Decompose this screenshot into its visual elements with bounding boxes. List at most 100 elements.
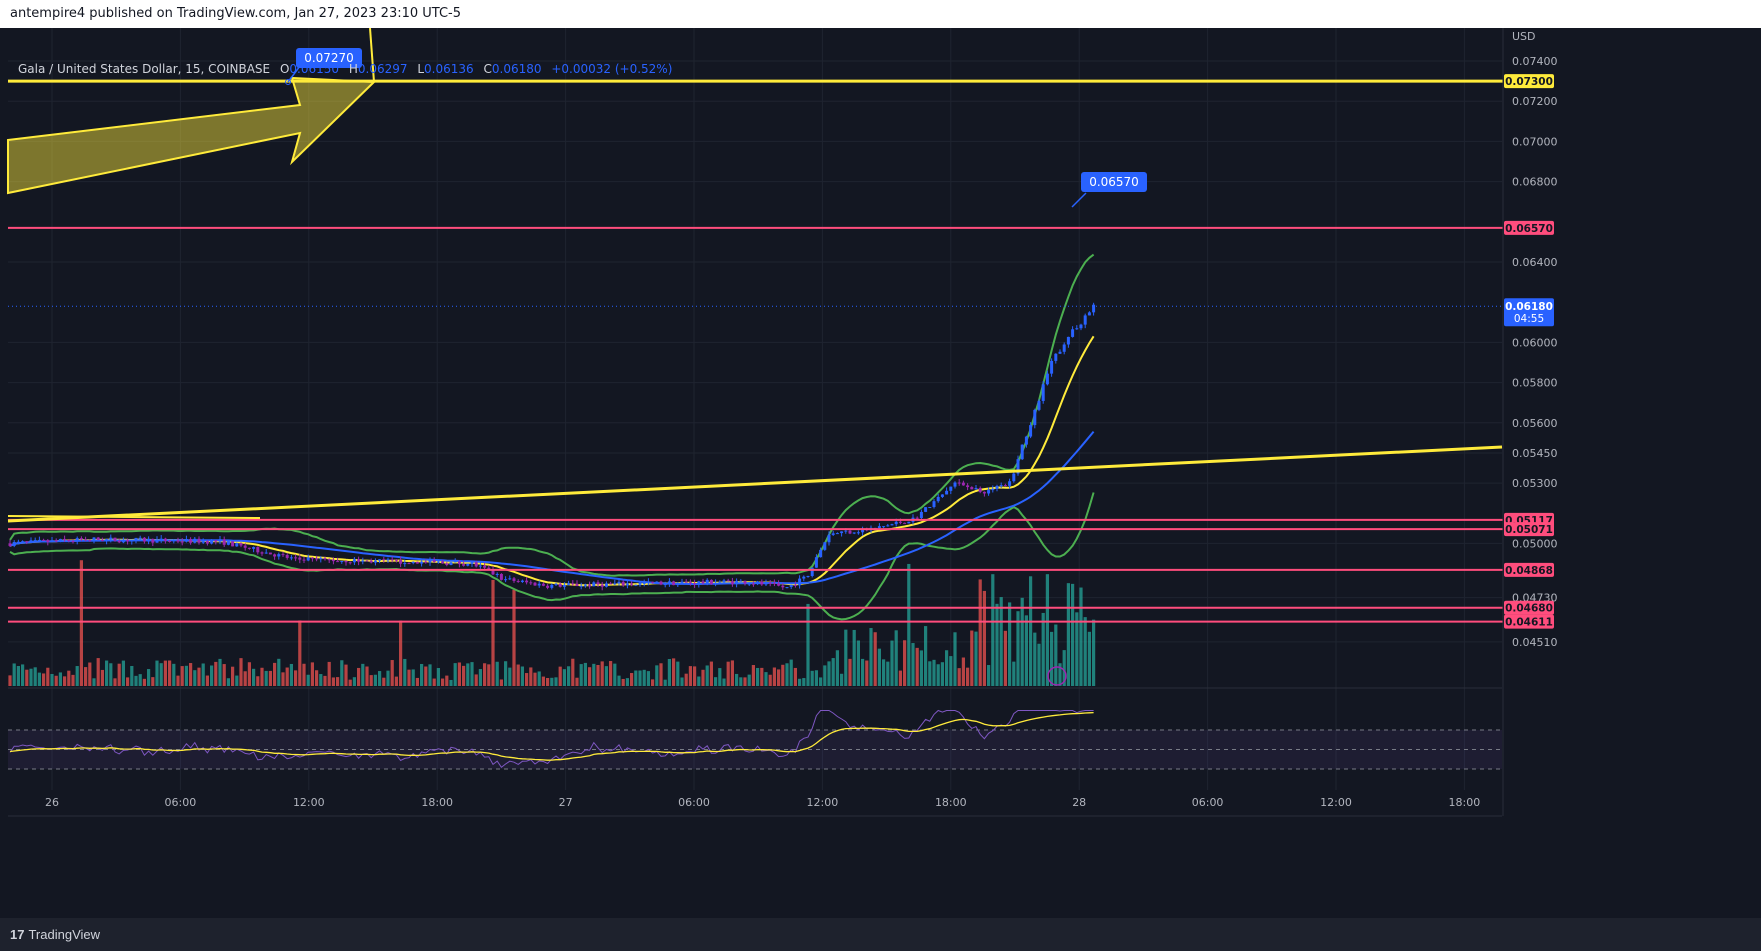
volume-bar [688, 666, 692, 686]
volume-bar [529, 667, 533, 686]
volume-bar [928, 661, 932, 686]
tradingview-brand[interactable]: TradingView [28, 927, 101, 942]
candle-body [945, 490, 949, 495]
volume-bar [424, 666, 428, 686]
volume-bar [588, 667, 592, 686]
candle-body [247, 547, 251, 549]
volume-bar [331, 677, 335, 686]
candle-body [546, 585, 550, 588]
tradingview-logo-icon[interactable]: 17 [10, 927, 25, 942]
candle-body [340, 561, 344, 563]
volume-bar [294, 670, 298, 686]
candle-body [1092, 304, 1096, 313]
y-tick-label: 0.06400 [1512, 256, 1558, 269]
candle-body [428, 560, 432, 563]
volume-bar [344, 664, 348, 686]
y-tick-label: 0.07000 [1512, 135, 1558, 148]
callout-2-leader [1071, 192, 1087, 208]
candle-body [138, 537, 142, 539]
candle-body [663, 584, 667, 586]
volume-bar [252, 668, 256, 686]
candle-body [919, 511, 923, 519]
candle-body [96, 537, 100, 540]
volume-bar [743, 677, 747, 686]
candle-body [693, 583, 697, 585]
candle-body [88, 540, 92, 542]
candle-body [289, 557, 293, 559]
volume-bar [231, 666, 235, 686]
candle-body [676, 582, 680, 586]
candle-body [848, 530, 852, 534]
axes: USD 0.07400 0.07200 0.07000 0.06800 0.06400 0.… [8, 28, 1761, 817]
symbol-name[interactable]: Gala / United States Dollar, 15, COINBAS… [18, 62, 271, 76]
volume-bar [966, 667, 970, 686]
volume-bar [1003, 630, 1007, 686]
candle-body [457, 561, 461, 565]
candle-body [1075, 328, 1079, 330]
volume-bar [42, 673, 46, 686]
candle-body [772, 582, 776, 584]
chart-svg[interactable]: 0.07270 0.06570 80.0040.00 USD 0.07400 0.07… [0, 27, 1761, 918]
candle-body [126, 539, 130, 542]
candle-body [16, 541, 20, 543]
volume-bar [722, 678, 726, 686]
callout-2-label: 0.06570 [1089, 175, 1139, 189]
candle-body [134, 537, 138, 541]
candle-body [571, 583, 575, 585]
volume-bar [184, 665, 188, 686]
volume-bar [634, 670, 638, 686]
symbol-legend[interactable]: Gala / United States Dollar, 15, COINBAS… [18, 62, 672, 76]
candle-body [630, 583, 634, 585]
candle-body [756, 581, 760, 585]
volume-bar [672, 658, 676, 686]
volume-bar [625, 678, 629, 686]
volume-bar [781, 664, 785, 686]
candle-body [785, 587, 789, 589]
candle-body [390, 559, 394, 561]
volume-bar [533, 672, 537, 686]
candle-body [210, 540, 214, 544]
candle-body [306, 557, 310, 561]
volume-bar [1024, 615, 1028, 686]
candle-body [100, 539, 104, 541]
candle-body [802, 576, 806, 579]
volume-bar [520, 666, 524, 686]
volume-bar [142, 678, 146, 686]
candle-body [352, 559, 356, 563]
candle-body [978, 488, 982, 492]
candle-body [205, 541, 209, 544]
candle-body [462, 564, 466, 566]
volume-bar [806, 603, 810, 686]
volume-bar [940, 662, 944, 686]
candle-body [516, 580, 520, 582]
volume-bar [117, 663, 121, 686]
volume-bar [281, 672, 285, 686]
volume-bar [386, 670, 390, 686]
volume-bar [323, 675, 327, 686]
candle-body [214, 540, 218, 542]
candle-body [470, 562, 474, 564]
price-axis-bg [1503, 28, 1761, 816]
volume-bar [378, 671, 382, 686]
volume-bar [1020, 597, 1024, 686]
countdown-label: 04:55 [1514, 313, 1544, 325]
volume-bar [176, 675, 180, 686]
candle-body [1008, 481, 1012, 486]
volume-bar [306, 674, 310, 686]
y-tick-label: 0.05000 [1512, 537, 1558, 550]
candle-body [529, 582, 533, 584]
volume-bar [399, 620, 403, 686]
candle-body [806, 576, 810, 578]
candle-body [827, 534, 831, 543]
candle-body [856, 532, 860, 534]
candle-body [441, 561, 445, 564]
volume-bar [835, 650, 839, 686]
volume-bar [823, 665, 827, 686]
low-label: L [417, 62, 425, 76]
candle-body [520, 580, 524, 582]
candle-body [747, 583, 751, 585]
chart-area[interactable]: 0.07270 0.06570 80.0040.00 USD 0.07400 0.07… [0, 27, 1761, 918]
volume-bar [760, 667, 764, 686]
candle-body [54, 540, 58, 542]
volume-bar [1016, 611, 1020, 686]
